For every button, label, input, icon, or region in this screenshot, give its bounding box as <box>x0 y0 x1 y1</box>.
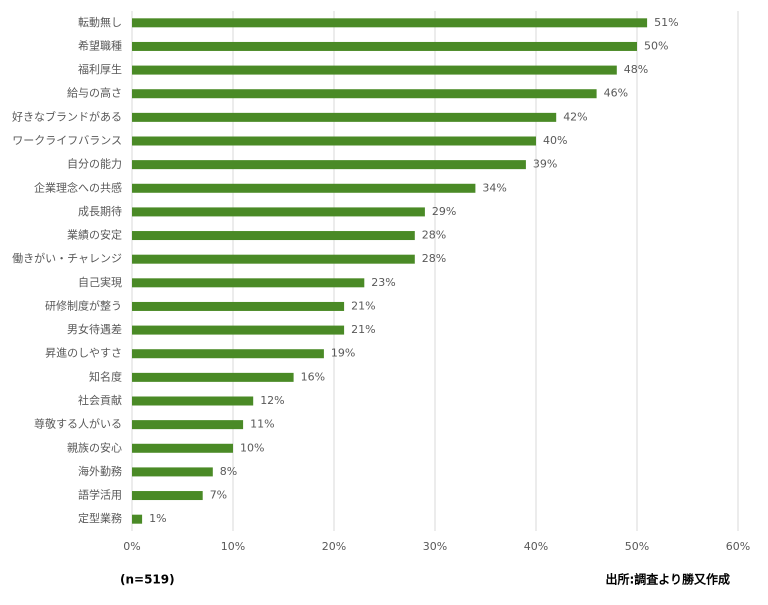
data-label: 28% <box>422 229 446 242</box>
bar <box>132 491 203 501</box>
x-tick-label: 10% <box>221 540 245 553</box>
y-tick-label: 自分の能力 <box>67 157 122 171</box>
bar <box>132 112 557 122</box>
y-tick-label: 昇進のしやすさ <box>45 347 122 360</box>
bar <box>132 301 345 311</box>
data-label: 11% <box>250 418 274 431</box>
x-tick-label: 0% <box>123 540 140 553</box>
data-label: 8% <box>220 465 237 478</box>
data-label: 21% <box>351 299 375 312</box>
data-label: 48% <box>624 63 648 76</box>
y-tick-label: 企業理念への共感 <box>34 180 122 194</box>
y-tick-label: 定型業務 <box>78 511 122 525</box>
bar <box>132 514 143 524</box>
data-label: 12% <box>260 394 284 407</box>
bar <box>132 467 213 477</box>
bar <box>132 65 617 75</box>
bar <box>132 420 244 430</box>
y-tick-label: 希望職種 <box>78 38 122 52</box>
y-tick-label: ワークライフバランス <box>12 134 122 147</box>
data-label: 28% <box>422 252 446 265</box>
bar <box>132 231 415 241</box>
y-tick-label: 成長期待 <box>78 204 122 218</box>
y-tick-label: 尊敬する人がいる <box>34 417 122 431</box>
x-tick-label: 50% <box>625 540 649 553</box>
bar <box>132 41 637 51</box>
y-tick-label: 働きがい・チャレンジ <box>12 251 122 265</box>
data-label: 23% <box>371 276 395 289</box>
y-tick-label: 転動無し <box>78 15 122 29</box>
bar <box>132 89 597 99</box>
bar <box>132 136 536 146</box>
data-label: 7% <box>210 489 227 502</box>
data-label: 51% <box>654 16 678 29</box>
data-label: 19% <box>331 347 355 360</box>
bar <box>132 443 233 453</box>
x-tick-label: 60% <box>726 540 750 553</box>
data-label: 21% <box>351 323 375 336</box>
y-tick-label: 研修制度が整う <box>45 298 122 312</box>
bar <box>132 372 294 382</box>
y-tick-label: 自己実現 <box>78 275 122 289</box>
bar <box>132 183 476 193</box>
data-label: 46% <box>604 87 628 100</box>
y-tick-label: 社会貢献 <box>78 393 122 407</box>
y-tick-label: 男女待遇差 <box>67 322 122 336</box>
data-label: 39% <box>533 158 557 171</box>
data-label: 50% <box>644 39 668 52</box>
bar <box>132 18 648 28</box>
y-tick-label: 語学活用 <box>78 488 122 502</box>
data-label: 42% <box>563 110 587 123</box>
data-label: 29% <box>432 205 456 218</box>
x-tick-label: 30% <box>423 540 447 553</box>
data-label: 16% <box>301 370 325 383</box>
bar <box>132 160 526 170</box>
bar <box>132 349 324 359</box>
y-tick-label: 給与の高さ <box>67 86 122 100</box>
sample-size-note: (n=519) <box>120 573 175 587</box>
data-label: 10% <box>240 441 264 454</box>
bar <box>132 396 254 406</box>
bar <box>132 254 415 264</box>
y-tick-label: 海外勤務 <box>78 464 122 478</box>
bar <box>132 207 425 217</box>
bar <box>132 278 365 288</box>
y-tick-label: 業績の安定 <box>67 228 122 242</box>
y-tick-label: 親族の安心 <box>67 440 122 454</box>
y-tick-label: 福利厚生 <box>78 62 122 76</box>
y-tick-label: 知名度 <box>89 369 122 383</box>
data-label: 34% <box>482 181 506 194</box>
x-tick-label: 20% <box>322 540 346 553</box>
data-label: 40% <box>543 134 567 147</box>
y-tick-label: 好きなブランドがある <box>12 109 122 123</box>
data-label: 1% <box>149 512 166 525</box>
source-note: 出所:調査より勝又作成 <box>605 572 730 587</box>
bar <box>132 325 345 335</box>
x-tick-label: 40% <box>524 540 548 553</box>
